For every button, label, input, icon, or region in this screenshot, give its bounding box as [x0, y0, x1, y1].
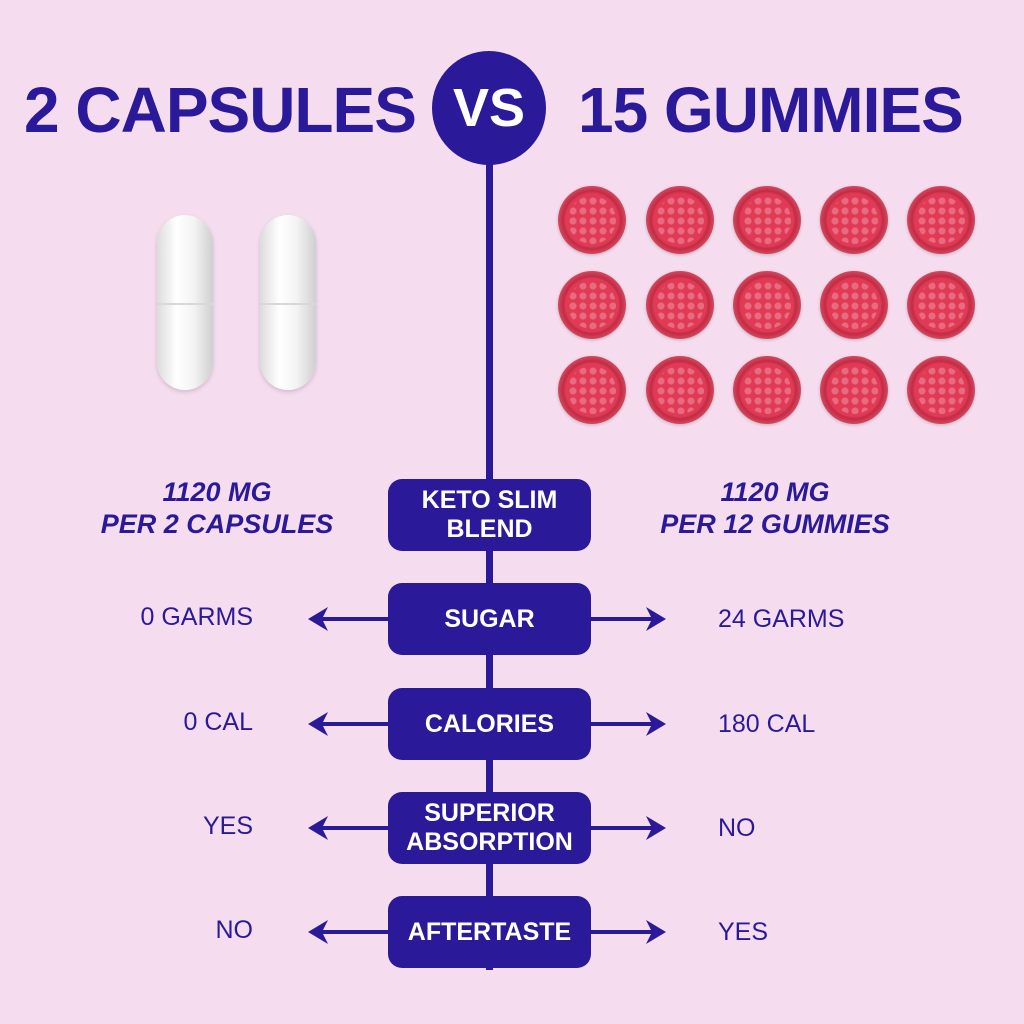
gummy-image	[558, 356, 626, 424]
capsule-value-calories: 0 CAL	[183, 708, 253, 736]
left-arrow-icon	[308, 816, 388, 840]
gummy-image	[907, 356, 975, 424]
gummy-image	[733, 186, 801, 254]
right-heading-line: PER 12 GUMMIES	[660, 509, 890, 539]
capsule-value-aftertaste: NO	[215, 916, 254, 944]
center-divider-line	[486, 160, 493, 970]
left-heading-line: PER 2 CAPSULES	[100, 509, 334, 539]
row-label-calories: CALORIES	[388, 688, 591, 760]
left-arrow-icon	[308, 920, 388, 944]
capsule-value-sugar: 0 GARMS	[140, 603, 253, 631]
right-arrow-icon	[590, 607, 666, 631]
capsule-value-superior-absorption: YES	[202, 812, 253, 840]
gummy-value-sugar: 24 GARMS	[718, 605, 845, 633]
right-arrow-icon	[590, 816, 666, 840]
gummy-image	[733, 356, 801, 424]
gummy-image	[733, 271, 801, 339]
row-label-aftertaste: AFTERTASTE	[388, 896, 591, 968]
left-title: 2 CAPSULES	[24, 74, 417, 146]
gummy-image	[820, 356, 888, 424]
gummy-value-calories: 180 CAL	[718, 710, 816, 738]
gummy-image	[646, 186, 714, 254]
gummy-image	[907, 271, 975, 339]
gummy-image	[646, 271, 714, 339]
left-arrow-icon	[308, 607, 388, 631]
gummy-value-aftertaste: YES	[718, 918, 769, 946]
capsule-image	[260, 215, 316, 390]
right-heading-line: 1120 MG	[720, 477, 830, 507]
row-label-sugar: SUGAR	[388, 583, 591, 655]
right-arrow-icon	[590, 920, 666, 944]
capsule-image	[157, 215, 213, 390]
left-heading: 1120 MG PER 2 CAPSULES	[47, 476, 387, 540]
gummy-image	[646, 356, 714, 424]
gummy-image	[558, 271, 626, 339]
left-heading-line: 1120 MG	[162, 477, 272, 507]
vs-badge: VS	[432, 51, 546, 165]
row-label-keto-slim-blend: KETO SLIM BLEND	[388, 479, 591, 551]
gummy-image	[907, 186, 975, 254]
left-arrow-icon	[308, 712, 388, 736]
gummy-image	[820, 271, 888, 339]
gummy-image	[558, 186, 626, 254]
gummy-image	[820, 186, 888, 254]
right-title: 15 GUMMIES	[578, 74, 964, 146]
row-label-superior-absorption: SUPERIOR ABSORPTION	[388, 792, 591, 864]
right-heading: 1120 MG PER 12 GUMMIES	[605, 476, 945, 540]
gummy-value-superior-absorption: NO	[718, 814, 756, 842]
right-arrow-icon	[590, 712, 666, 736]
